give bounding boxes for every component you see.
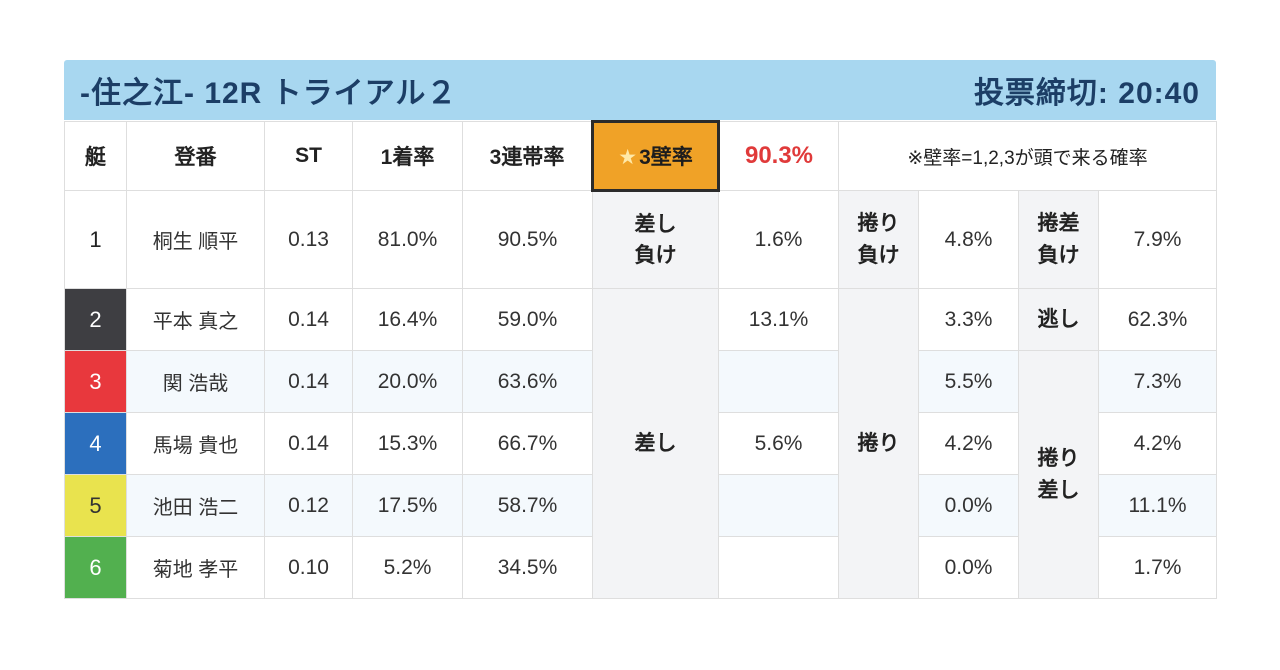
kimarite-rate: 11.1% [1097,474,1218,537]
table-row: 4 馬場 貴也 0.14 15.3% 66.7% 5.6% 4.2% 4.2% [64,412,1218,475]
col-header-st: ST [264,121,353,191]
col-header-win-rate: 1着率 [352,121,463,191]
kimarite-rate [718,474,839,537]
col-header-boat: 艇 [64,121,127,191]
kimarite-sashi-merged: 差し [592,288,719,599]
kimarite-makurizashi-lose: 捲差 負け [1018,190,1099,289]
kimarite-sashi-lose: 差し 負け [592,190,719,289]
race-header-bar: -住之江- 12R トライアル２ 投票締切: 20:40 [64,60,1216,120]
top3-rate: 34.5% [462,536,593,599]
win-rate: 16.4% [352,288,463,351]
boat-number: 6 [64,536,127,599]
kimarite-rate: 3.3% [918,288,1019,351]
boat-number: 4 [64,412,127,475]
kimarite-rate: 7.3% [1097,350,1218,413]
boat-number: 5 [64,474,127,537]
racer-name: 馬場 貴也 [126,412,265,475]
table-row: 1 桐生 順平 0.13 81.0% 90.5% 差し 負け 1.6% 捲り 負… [64,190,1218,289]
st-value: 0.14 [264,288,353,351]
kimarite-rate: 1.6% [718,190,839,289]
kimarite-rate: 1.7% [1097,536,1218,599]
col-header-reg: 登番 [126,121,265,191]
racer-name: 平本 真之 [126,288,265,351]
st-value: 0.14 [264,350,353,413]
kimarite-nigashi: 逃し [1018,288,1099,351]
wall-rate-note: ※壁率=1,2,3が頭で来る確率 [837,121,1218,191]
win-rate: 17.5% [352,474,463,537]
table-row: 3 関 浩哉 0.14 20.0% 63.6% 5.5% 捲り 差し 7.3% [64,350,1218,599]
top3-rate: 63.6% [462,350,593,413]
st-value: 0.14 [264,412,353,475]
wall-rate-label: 3壁率 [639,146,693,169]
top3-rate: 58.7% [462,474,593,537]
kimarite-rate: 0.0% [918,536,1019,599]
racer-name: 関 浩哉 [126,350,265,413]
kimarite-makurizashi-merged: 捲り 差し [1018,350,1099,599]
star-icon: ★ [618,146,638,169]
wall-rate-value: 90.3% [718,121,839,191]
racer-name: 菊地 孝平 [126,536,265,599]
st-value: 0.12 [264,474,353,537]
table-header-row: 艇 登番 ST 1着率 3連帯率 ★3壁率 90.3% ※壁率=1,2,3が頭で… [64,120,1218,192]
win-rate: 20.0% [352,350,463,413]
kimarite-rate: 4.8% [918,190,1019,289]
kimarite-rate: 0.0% [918,474,1019,537]
win-rate: 5.2% [352,536,463,599]
kimarite-rate: 5.6% [718,412,839,475]
kimarite-rate: 7.9% [1097,190,1218,289]
boat-number: 2 [64,288,127,351]
win-rate: 81.0% [352,190,463,289]
top3-rate: 59.0% [462,288,593,351]
top3-rate: 66.7% [462,412,593,475]
race-board: -住之江- 12R トライアル２ 投票締切: 20:40 艇 登番 ST 1着率… [64,60,1218,599]
top3-rate: 90.5% [462,190,593,289]
table-row: 2 平本 真之 0.14 16.4% 59.0% 差し 13.1% 捲り 3.3… [64,288,1218,599]
st-value: 0.10 [264,536,353,599]
col-header-top3-rate: 3連帯率 [462,121,593,191]
kimarite-rate: 4.2% [1097,412,1218,475]
win-rate: 15.3% [352,412,463,475]
table-row: 6 菊地 孝平 0.10 5.2% 34.5% 0.0% 1.7% [64,536,1218,599]
racer-name: 池田 浩二 [126,474,265,537]
kimarite-rate: 4.2% [918,412,1019,475]
racer-name: 桐生 順平 [126,190,265,289]
st-value: 0.13 [264,190,353,289]
kimarite-rate: 5.5% [918,350,1019,413]
kimarite-rate [718,536,839,599]
kimarite-makuri-lose: 捲り 負け [838,190,919,289]
boat-number: 1 [64,190,127,289]
kimarite-rate [718,350,839,413]
vote-deadline: 投票締切: 20:40 [973,77,1200,110]
table-row: 5 池田 浩二 0.12 17.5% 58.7% 0.0% 11.1% [64,474,1218,537]
wall-rate-button[interactable]: ★3壁率 [591,120,720,192]
race-table: 艇 登番 ST 1着率 3連帯率 ★3壁率 90.3% ※壁率=1,2,3が頭で… [64,120,1218,599]
boat-number: 3 [64,350,127,413]
kimarite-rate: 62.3% [1097,288,1218,351]
kimarite-rate: 13.1% [718,288,839,351]
race-title: -住之江- 12R トライアル２ [80,77,458,110]
kimarite-makuri-merged: 捲り [838,288,919,599]
